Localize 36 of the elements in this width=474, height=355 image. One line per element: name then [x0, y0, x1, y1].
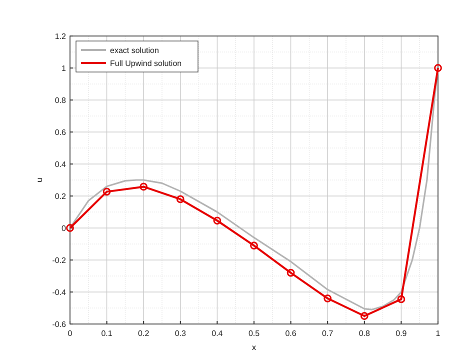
- x-tick-label: 0.9: [396, 329, 408, 338]
- y-tick-label: 1.2: [54, 32, 67, 41]
- point: [360, 312, 368, 320]
- point: [434, 64, 442, 72]
- y-tick-label: -0.2: [52, 256, 67, 265]
- y-tick-label: 0.4: [54, 160, 67, 169]
- point: [286, 268, 295, 277]
- x-tick-label: 1: [436, 329, 441, 338]
- x-tick-label: 0.8: [358, 329, 371, 338]
- x-tick-label: 0.6: [285, 329, 297, 338]
- point: [66, 224, 74, 232]
- legend-label: Full Upwind solution: [110, 59, 182, 68]
- legend-label: exact solution: [110, 46, 159, 55]
- y-tick-label: -0.6: [52, 320, 67, 329]
- y-tick-label: 0: [62, 224, 67, 233]
- x-tick-label: 0.4: [212, 329, 224, 338]
- x-tick-label: 0.3: [174, 329, 187, 338]
- x-tick-label: 0: [68, 329, 73, 338]
- point: [102, 188, 111, 196]
- x-tick-label: 0.1: [101, 329, 113, 338]
- y-tick-label: 0.8: [54, 96, 67, 105]
- point: [213, 216, 222, 225]
- y-tick-label: 0.6: [54, 128, 67, 137]
- point: [397, 295, 406, 304]
- point: [176, 195, 184, 204]
- point: [250, 242, 258, 250]
- x-axis-title: x: [252, 343, 256, 352]
- y-axis-title: u: [35, 178, 44, 182]
- y-tick-label: -0.4: [52, 288, 67, 297]
- y-tick-label: 1: [62, 64, 67, 73]
- point: [324, 294, 332, 302]
- x-tick-label: 0.7: [322, 329, 334, 338]
- y-tick-label: 0.2: [54, 192, 67, 201]
- x-tick-label: 0.5: [248, 329, 260, 338]
- point: [140, 182, 148, 191]
- x-tick-label: 0.2: [138, 329, 150, 338]
